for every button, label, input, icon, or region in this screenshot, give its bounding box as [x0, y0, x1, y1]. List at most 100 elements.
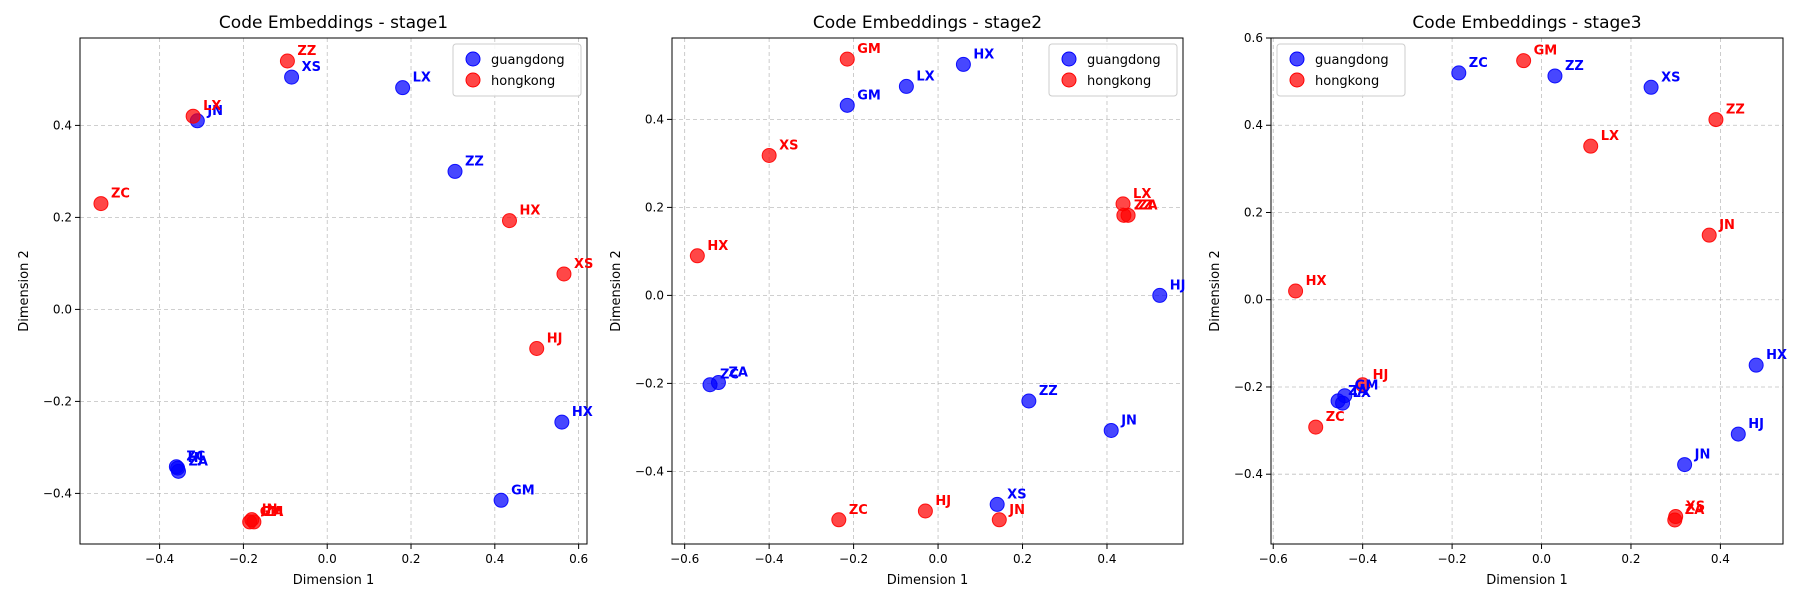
- point-label: HX: [1306, 274, 1327, 289]
- point-label: ZC: [1326, 410, 1345, 425]
- point-label: ZA: [264, 505, 284, 520]
- point-hongkong-HX: [689, 248, 705, 264]
- point-label: JN: [1120, 413, 1137, 428]
- point-label: XS: [1007, 487, 1026, 502]
- plot-area: [80, 38, 587, 544]
- y-tick-label: 0.0: [645, 288, 664, 302]
- legend-marker-hongkong: [465, 72, 481, 88]
- point-hongkong-HJ: [529, 341, 545, 356]
- point-label: GM: [1534, 44, 1558, 59]
- point-hongkong-XS: [761, 147, 777, 163]
- point-guangdong-LX: [898, 78, 914, 94]
- y-axis-label: Dimension 2: [17, 250, 32, 332]
- x-tick-label: 0.2: [401, 552, 420, 566]
- point-label: HX: [973, 47, 994, 62]
- point-label: ZA: [188, 454, 208, 469]
- point-label: XS: [574, 257, 593, 272]
- chart-title: Code Embeddings - stage3: [1412, 13, 1641, 33]
- x-tick-label: 0.2: [1621, 552, 1640, 566]
- point-label: LX: [916, 69, 934, 84]
- point-label: ZZ: [1039, 384, 1058, 399]
- x-tick-label: 0.4: [485, 552, 504, 566]
- legend: guangdong hongkong: [1048, 43, 1178, 97]
- point-label: HX: [519, 204, 540, 219]
- point-label: HX: [1766, 348, 1787, 363]
- point-label: ZA: [1348, 384, 1368, 399]
- legend-box: [1276, 43, 1406, 97]
- x-tick-label: −0.4: [755, 552, 784, 566]
- point-hongkong-HJ: [917, 503, 933, 519]
- point-label: ZZ: [1565, 59, 1584, 74]
- chart-panel-3: −0.6 −0.4 −0.2 0.0 0.2 0.4 −0.4 −0.2 0.0 0.2 0.4 0.…: [1208, 13, 1787, 588]
- point-hongkong-GM: [1516, 53, 1532, 69]
- x-axis-label: Dimension 1: [1486, 573, 1568, 588]
- point-label: HX: [572, 405, 593, 420]
- y-tick-label: 0.2: [53, 210, 72, 224]
- x-tick-label: −0.4: [1348, 552, 1377, 566]
- point-label: LX: [413, 71, 431, 86]
- point-guangdong-HJ: [1152, 287, 1168, 303]
- point-guangdong-ZA: [170, 463, 186, 479]
- point-guangdong-ZC: [1451, 65, 1467, 81]
- point-label: JN: [1694, 448, 1711, 463]
- y-axis-label: Dimension 2: [609, 250, 624, 332]
- point-label: HJ: [1748, 417, 1764, 432]
- point-hongkong-LX: [1583, 138, 1599, 154]
- point-label: GM: [857, 42, 881, 57]
- point-hongkong-JN: [1701, 227, 1717, 243]
- point-hongkong-HJ: [1355, 377, 1371, 393]
- point-hongkong-JN: [991, 512, 1007, 528]
- point-guangdong-HX: [554, 414, 570, 430]
- point-hongkong-ZA: [1667, 512, 1683, 528]
- point-label: ZZ: [1134, 198, 1153, 213]
- x-tick-label: −0.6: [1259, 552, 1288, 566]
- legend-label-hongkong: hongkong: [491, 74, 555, 89]
- y-axis-label: Dimension 2: [1208, 250, 1223, 332]
- y-tick-label: 0.0: [53, 302, 72, 316]
- point-label: ZC: [849, 503, 868, 518]
- point-hongkong-LX: [185, 108, 201, 124]
- point-label: GM: [1355, 379, 1379, 394]
- y-tick-label: 0.4: [1244, 118, 1263, 132]
- y-tick-label: −0.4: [635, 464, 664, 478]
- point-guangdong-ZA: [710, 375, 726, 391]
- legend-marker-guangdong: [1289, 51, 1305, 67]
- plot-area: [672, 38, 1183, 544]
- point-label: ZC: [186, 450, 205, 465]
- point-guangdong-XS: [1643, 79, 1659, 95]
- x-tick-label: 0.0: [929, 552, 948, 566]
- chart-title: Code Embeddings - stage1: [219, 13, 448, 33]
- point-hongkong-ZZ: [1708, 112, 1724, 128]
- point-guangdong-HX: [955, 56, 971, 72]
- x-tick-label: −0.4: [145, 552, 174, 566]
- point-label: ZZ: [465, 154, 484, 169]
- x-tick-label: 0.4: [1097, 552, 1116, 566]
- point-guangdong-ZZ: [1547, 68, 1563, 84]
- plot-frame: [671, 37, 1184, 545]
- point-label: ZA: [728, 366, 748, 381]
- point-label: ZA: [1685, 503, 1705, 518]
- point-label: JN: [206, 104, 223, 119]
- point-label: XS: [1686, 500, 1705, 515]
- y-tick-label: 0.6: [1244, 31, 1263, 45]
- point-guangdong-HJ: [1730, 426, 1746, 442]
- point-label: XS: [1661, 70, 1680, 85]
- legend-box: [452, 43, 582, 97]
- point-hongkong-ZC: [93, 196, 109, 212]
- chart-panel-2: −0.6 −0.4 −0.2 0.0 0.2 0.4 −0.4 −0.2 0.0 0.2 0.4 Co…: [609, 13, 1185, 588]
- y-tick-label: 0.2: [645, 200, 664, 214]
- x-axis-label: Dimension 1: [293, 573, 375, 588]
- point-label: ZZ: [1726, 103, 1745, 118]
- point-guangdong-LX: [395, 80, 411, 96]
- point-label: JN: [261, 503, 278, 518]
- legend-marker-hongkong: [1061, 72, 1077, 88]
- y-tick-label: 0.4: [645, 112, 664, 126]
- point-label: JN: [1008, 503, 1025, 518]
- chart-title: Code Embeddings - stage2: [813, 13, 1042, 33]
- plot-frame: [1270, 37, 1784, 545]
- y-tick-label: −0.2: [635, 376, 664, 390]
- y-tick-label: −0.4: [43, 486, 72, 500]
- chart-panel-1: −0.4 −0.2 0.0 0.2 0.4 0.6 −0.4 −0.2 0.0 0.2 0.4 Cod…: [17, 13, 593, 588]
- x-tick-label: −0.2: [1438, 552, 1467, 566]
- point-hongkong-ZC: [1308, 419, 1324, 435]
